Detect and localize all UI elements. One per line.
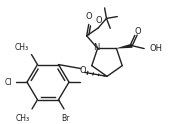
Text: N: N bbox=[93, 43, 100, 52]
Polygon shape bbox=[116, 44, 133, 49]
Text: O: O bbox=[85, 12, 92, 20]
Text: O: O bbox=[135, 27, 142, 36]
Text: Cl: Cl bbox=[5, 78, 12, 87]
Text: CH₃: CH₃ bbox=[14, 43, 29, 52]
Text: CH₃: CH₃ bbox=[16, 114, 30, 123]
Text: O: O bbox=[96, 16, 102, 25]
Text: OH: OH bbox=[149, 44, 162, 53]
Text: Br: Br bbox=[61, 114, 69, 123]
Text: O: O bbox=[79, 66, 86, 75]
